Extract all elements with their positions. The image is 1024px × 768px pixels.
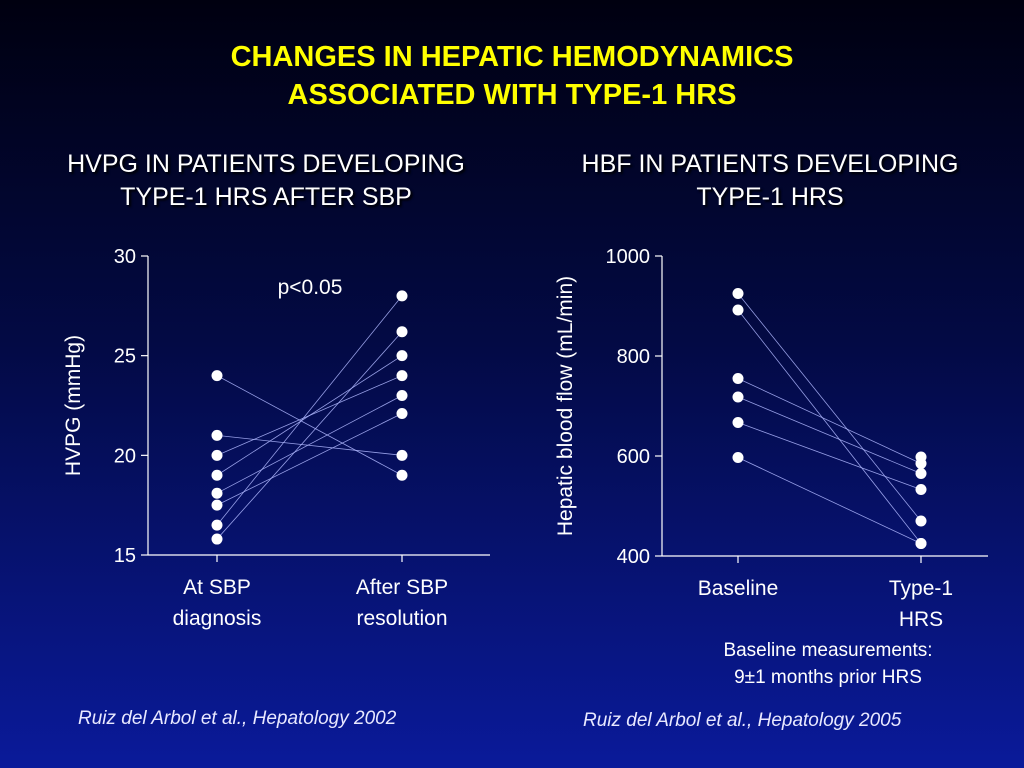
- slide-title-line2: ASSOCIATED WITH TYPE-1 HRS: [287, 79, 737, 111]
- x-category-label: diagnosis: [173, 607, 262, 630]
- data-point: [396, 350, 408, 362]
- x-category-label: HRS: [899, 608, 943, 631]
- right-reference: Ruiz del Arbol et al., Hepatology 2005: [583, 710, 902, 731]
- data-point: [396, 449, 408, 461]
- patient-connecting-line: [216, 413, 403, 506]
- patient-connecting-line: [737, 293, 922, 522]
- x-category-label: resolution: [356, 607, 447, 630]
- data-point: [915, 451, 927, 463]
- data-point: [211, 429, 223, 441]
- data-point: [211, 449, 223, 461]
- data-point: [396, 370, 408, 382]
- data-point: [396, 469, 408, 481]
- data-point: [732, 452, 744, 463]
- baseline-note-line1: Baseline measurements:: [723, 640, 932, 661]
- data-point: [915, 468, 927, 479]
- y-tick-label: 1000: [606, 246, 651, 268]
- y-axis-label: Hepatic blood flow (mL/min): [554, 276, 577, 536]
- data-point: [732, 304, 744, 316]
- patient-connecting-line: [216, 355, 403, 476]
- x-category-label: Type-1: [889, 577, 953, 600]
- patient-connecting-line: [737, 378, 922, 464]
- baseline-note-line2: 9±1 months prior HRS: [734, 667, 922, 688]
- left-panel-subtitle: HVPG IN PATIENTS DEVELOPING TYPE-1 HRS A…: [16, 148, 516, 214]
- x-category-label: After SBP: [356, 576, 448, 599]
- y-tick-label: 15: [114, 545, 136, 567]
- patient-connecting-line: [737, 396, 922, 474]
- x-category-label: Baseline: [698, 577, 779, 600]
- data-point: [732, 417, 744, 428]
- y-axis-label: HVPG (mmHg): [62, 335, 85, 476]
- data-point: [211, 487, 223, 499]
- data-point: [396, 326, 408, 338]
- slide-title-line1: CHANGES IN HEPATIC HEMODYNAMICS: [230, 41, 794, 73]
- y-tick-label: 800: [617, 346, 650, 368]
- y-tick-label: 20: [114, 445, 136, 467]
- patient-connecting-line: [216, 331, 403, 540]
- patient-connecting-line: [737, 309, 922, 544]
- data-point: [915, 538, 927, 549]
- patient-connecting-line: [216, 435, 403, 456]
- data-point: [915, 484, 927, 495]
- data-point: [211, 499, 223, 511]
- data-point: [211, 519, 223, 531]
- right-subtitle-line1: HBF IN PATIENTS DEVELOPING: [581, 150, 959, 178]
- data-point: [396, 290, 408, 302]
- y-tick-label: 400: [617, 546, 650, 568]
- data-point: [396, 407, 408, 419]
- right-subtitle-line2: TYPE-1 HRS: [696, 183, 844, 211]
- slide-title: CHANGES IN HEPATIC HEMODYNAMICS ASSOCIAT…: [0, 38, 1024, 114]
- patient-connecting-line: [737, 457, 922, 544]
- left-reference: Ruiz del Arbol et al., Hepatology 2002: [78, 708, 397, 729]
- x-category-label: At SBP: [183, 576, 251, 599]
- p-value-annotation: p<0.05: [278, 276, 343, 299]
- hbf-chart: 400 600 800 1000 Hepatic blood flow (mL/min)…: [554, 246, 953, 688]
- data-point: [211, 370, 223, 382]
- patient-connecting-line: [216, 395, 403, 494]
- data-point: [732, 288, 744, 299]
- right-panel-subtitle: HBF IN PATIENTS DEVELOPING TYPE-1 HRS: [520, 148, 1020, 214]
- y-tick-label: 600: [617, 446, 650, 468]
- data-point: [211, 533, 223, 545]
- patient-connecting-line: [216, 375, 403, 476]
- left-subtitle-line2: TYPE-1 HRS AFTER SBP: [120, 183, 412, 211]
- data-point: [915, 515, 927, 527]
- hvpg-chart: 15 20 25 30 HVPG (mmHg) At SBP diagnosis After …: [62, 246, 490, 630]
- left-subtitle-line1: HVPG IN PATIENTS DEVELOPING: [67, 150, 465, 178]
- data-point: [732, 391, 744, 403]
- y-tick-label: 25: [114, 346, 136, 368]
- patient-connecting-line: [216, 295, 403, 526]
- data-point: [396, 390, 408, 402]
- patient-connecting-line: [737, 422, 922, 490]
- data-point: [732, 373, 744, 384]
- y-tick-label: 30: [114, 246, 136, 268]
- data-point: [211, 469, 223, 481]
